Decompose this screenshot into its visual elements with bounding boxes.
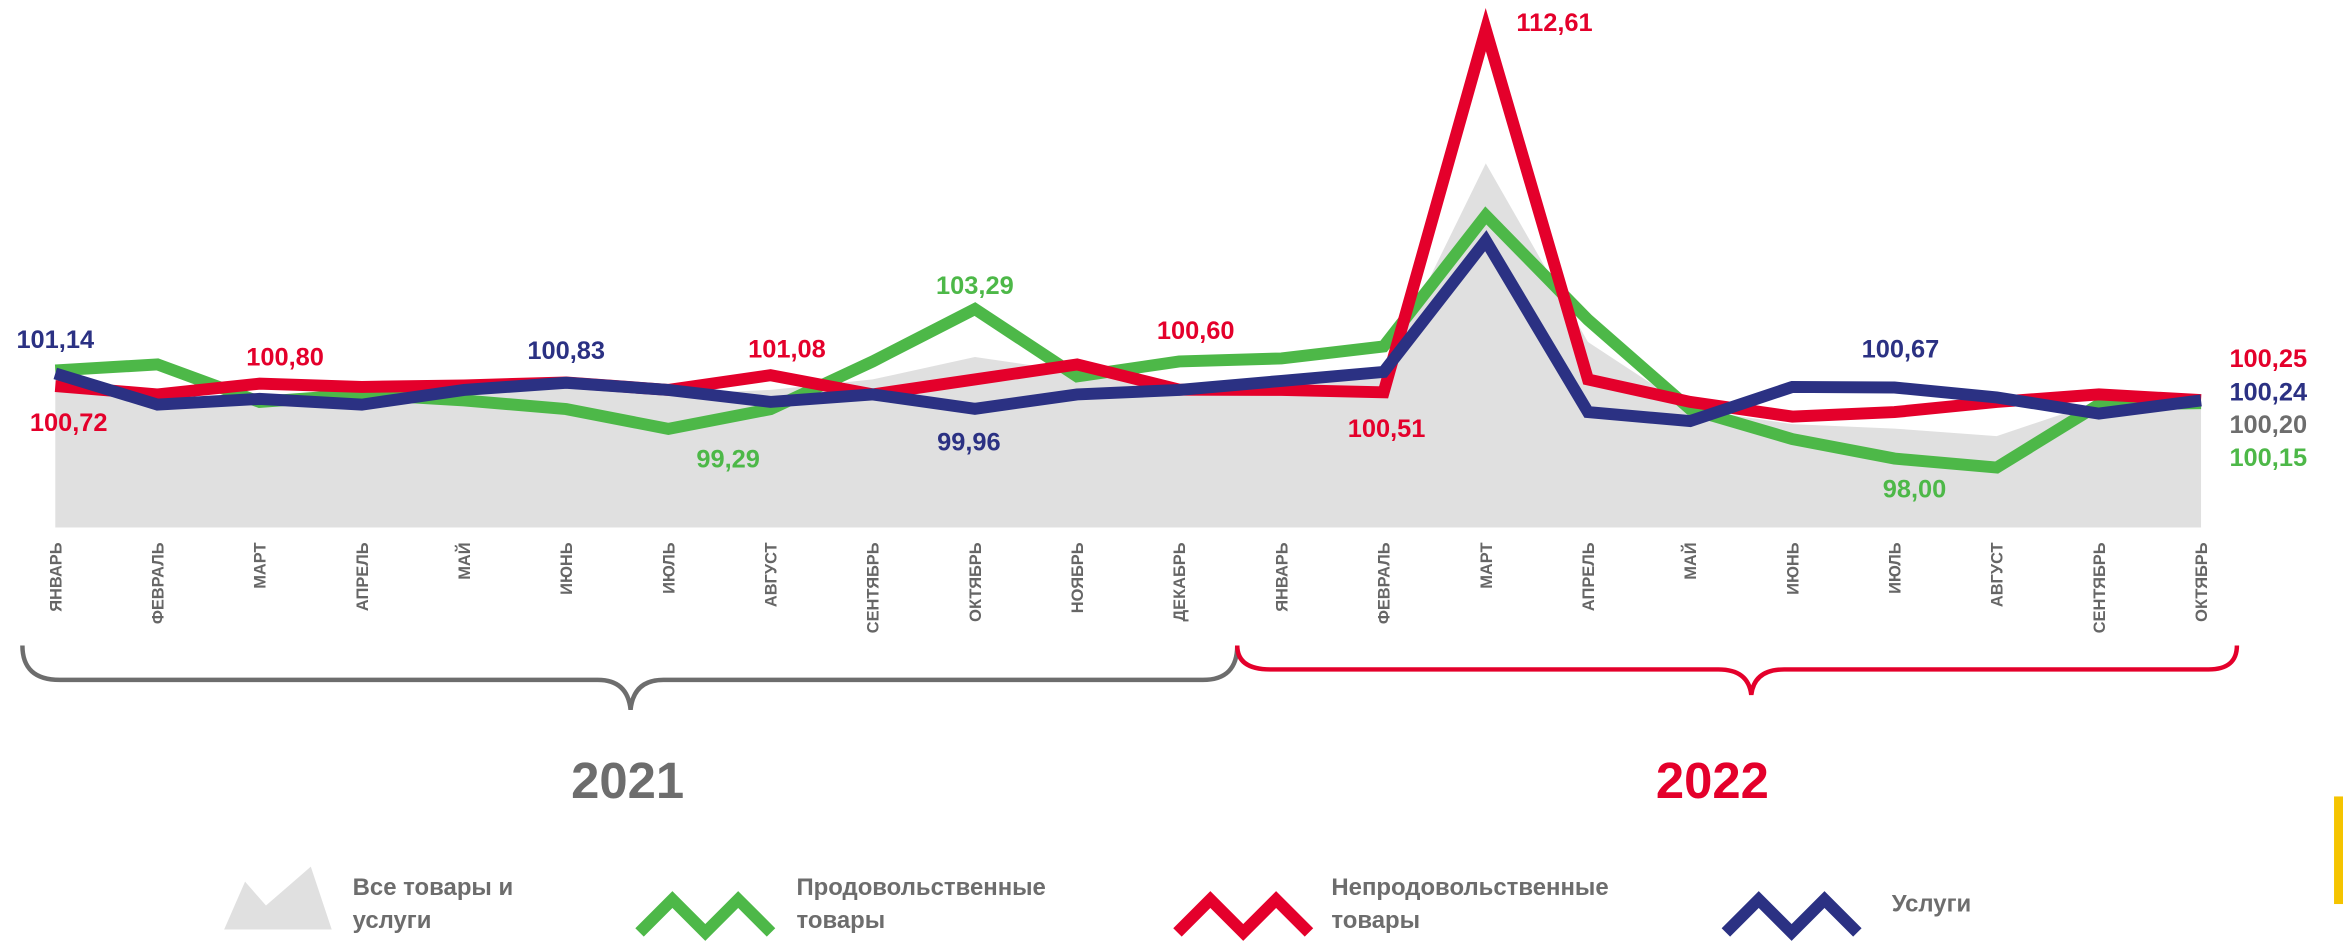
brace-2021 xyxy=(20,645,1240,711)
x-tick-label: ОКТЯБРЬ xyxy=(967,542,985,622)
legend-icon xyxy=(1173,891,1314,941)
value-label: 100,67 xyxy=(1862,336,1940,364)
value-label: 103,29 xyxy=(936,272,1014,300)
legend-icon xyxy=(224,866,332,930)
x-tick-label: АВГУСТ xyxy=(763,542,781,607)
area xyxy=(55,163,2202,528)
line xyxy=(53,230,2202,428)
x-tick-label: МАРТ xyxy=(1478,542,1496,588)
x-tick-label: ИЮНЬ xyxy=(558,542,576,595)
value-label: 101,14 xyxy=(16,326,94,354)
legend-item: Непродовольственные товары xyxy=(1331,875,1609,934)
legend-icon xyxy=(635,891,776,941)
x-tick-label: АПРЕЛЬ xyxy=(354,542,372,611)
value-label: 100,51 xyxy=(1348,415,1426,443)
x-tick-label: ИЮЛЬ xyxy=(660,542,678,594)
value-label: 112,61 xyxy=(1516,9,1592,37)
legend-item: Все товары и услуги xyxy=(352,875,514,934)
x-tick-label: МАЙ xyxy=(1681,542,1700,579)
value-label: 100,83 xyxy=(527,337,605,365)
x-tick-label: СЕНТЯБРЬ xyxy=(865,542,883,633)
x-tick-label: ЯНВАРЬ xyxy=(47,542,65,612)
x-tick-label: АПРЕЛЬ xyxy=(1580,542,1598,611)
x-tick-label: МАРТ xyxy=(252,542,270,588)
x-tick-label: НОЯБРЬ xyxy=(1069,542,1087,613)
year-label: 2021 xyxy=(571,752,684,809)
legend-item: Услуги xyxy=(1891,892,1972,918)
legend-label: Услуги xyxy=(1891,892,1972,918)
x-tick-label: ИЮЛЬ xyxy=(1886,542,1904,594)
value-label: 100,25 xyxy=(2229,345,2307,373)
legend-label: Непродовольственные товары xyxy=(1331,875,1609,934)
x-tick-label: ЯНВАРЬ xyxy=(1273,542,1291,612)
value-label: 99,96 xyxy=(937,429,1001,457)
brace-2022 xyxy=(1235,645,2240,696)
x-tick-label: СЕНТЯБРЬ xyxy=(2091,542,2109,633)
year-label: 2022 xyxy=(1656,752,1769,809)
legend-label: Все товары и услуги xyxy=(352,875,514,934)
x-tick-label: АВГУСТ xyxy=(1989,542,2007,607)
value-label: 100,72 xyxy=(30,409,108,437)
legend-label: Продовольственные товары xyxy=(796,875,1046,934)
value-label: 100,24 xyxy=(2229,378,2307,406)
accent-bar xyxy=(2334,796,2343,905)
value-label: 98,00 xyxy=(1883,475,1947,503)
x-tick-label: ИЮНЬ xyxy=(1784,542,1802,595)
legend-icon xyxy=(1721,891,1862,941)
value-label: 100,60 xyxy=(1157,317,1235,345)
value-label: 100,80 xyxy=(246,344,324,372)
x-tick-label: МАЙ xyxy=(455,542,474,579)
legend-item: Продовольственные товары xyxy=(796,875,1046,934)
x-tick-label: ФЕВРАЛЬ xyxy=(1376,542,1394,624)
value-label: 99,29 xyxy=(696,446,760,474)
value-label: 100,20 xyxy=(2229,411,2307,439)
value-label: 101,08 xyxy=(748,335,826,363)
x-tick-label: ДЕКАБРЬ xyxy=(1171,542,1189,621)
x-tick-label: ОКТЯБРЬ xyxy=(2193,542,2211,622)
value-label: 100,15 xyxy=(2229,444,2307,472)
line xyxy=(54,8,2202,423)
x-tick-label: ФЕВРАЛЬ xyxy=(149,542,167,624)
